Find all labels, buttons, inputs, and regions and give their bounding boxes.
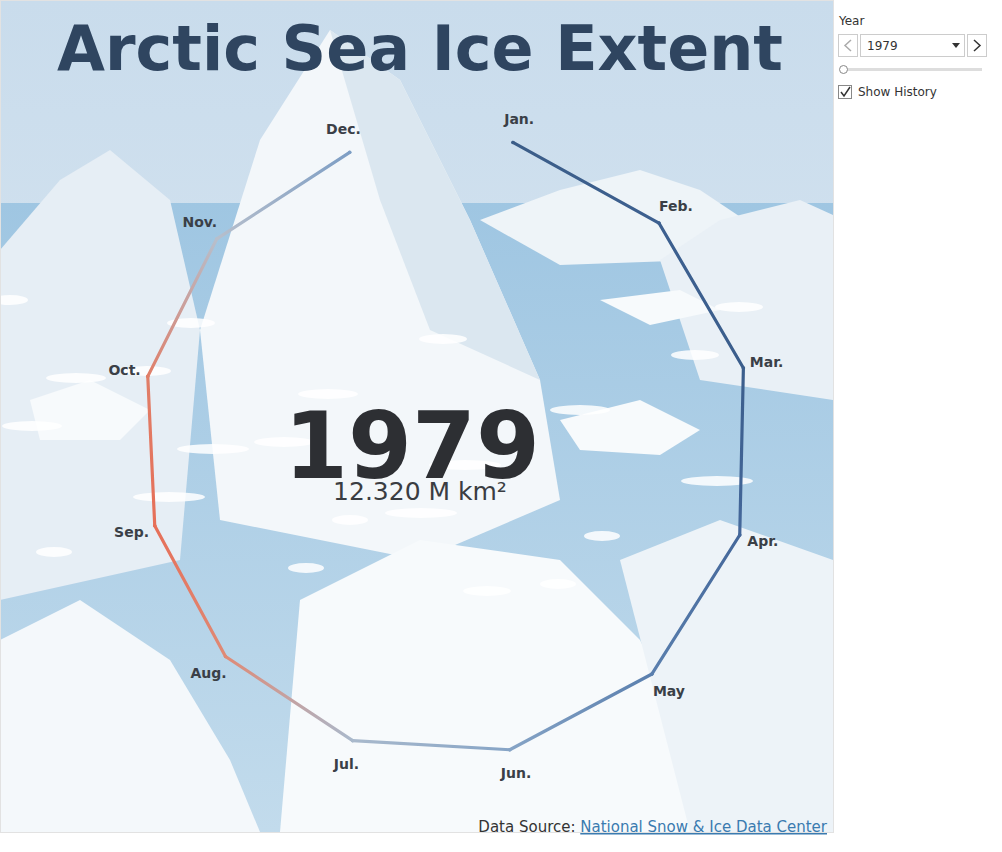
- extent-segment: [510, 674, 652, 750]
- dropdown-arrow: [952, 43, 960, 48]
- month-label: May: [653, 683, 685, 699]
- control-label: Year: [838, 14, 864, 28]
- month-point: [146, 375, 150, 379]
- ice-floe: [36, 547, 72, 557]
- iceberg: [0, 600, 260, 832]
- month-point: [348, 151, 352, 155]
- extent-segment: [226, 656, 353, 740]
- extent-segment: [155, 526, 226, 657]
- iceberg: [30, 380, 150, 440]
- month-label: Apr.: [747, 533, 778, 549]
- month-label: Dec.: [326, 121, 361, 137]
- dropdown-value: 1979: [867, 39, 898, 53]
- ice-floe: [288, 563, 324, 573]
- ice-floe: [2, 421, 62, 431]
- iceberg: [0, 150, 200, 600]
- ice-floe: [419, 334, 467, 344]
- ice-floe: [584, 531, 620, 541]
- month-point: [657, 221, 661, 225]
- month-label: Oct.: [108, 362, 140, 378]
- slider-handle[interactable]: [840, 66, 848, 74]
- year-dropdown[interactable]: [861, 35, 965, 57]
- extent-segment: [513, 142, 659, 223]
- month-point: [511, 141, 515, 145]
- ice-floe: [540, 579, 576, 589]
- extent-segment: [740, 368, 744, 535]
- iceberg: [620, 520, 833, 832]
- ice-floe: [463, 586, 511, 596]
- ice-floe: [332, 515, 368, 525]
- month-point: [153, 524, 157, 528]
- checkbox-label: Show History: [858, 85, 937, 99]
- month-point: [650, 672, 654, 676]
- month-label: Mar.: [750, 354, 784, 370]
- month-point: [215, 237, 219, 241]
- sky: [0, 0, 833, 832]
- page: Arctic Sea Ice Extent Jan. Feb. Mar. Apr. May…: [0, 0, 1002, 852]
- extent-segment: [659, 223, 743, 368]
- history-checkbox[interactable]: [839, 86, 852, 99]
- ice-floe: [385, 508, 457, 518]
- extent-segment: [148, 376, 155, 525]
- month-label: Nov.: [183, 214, 218, 230]
- month-label: Jul.: [333, 756, 359, 772]
- month-label: Feb.: [659, 198, 693, 214]
- source-link[interactable]: National Snow & Ice Data Center: [580, 818, 828, 836]
- checkmark: [841, 87, 850, 96]
- month-label: Jun.: [500, 765, 531, 781]
- iceberg: [200, 30, 560, 560]
- extent-segment: [217, 152, 350, 238]
- month-point: [351, 739, 355, 743]
- ice-floe: [715, 302, 763, 312]
- year-control: Year1979 Show History: [838, 14, 987, 99]
- prev-icon: [845, 40, 851, 51]
- background: [0, 0, 833, 832]
- ice-floe: [133, 492, 205, 502]
- slider-track: [843, 68, 982, 71]
- next-button[interactable]: [968, 35, 987, 57]
- ice-floe: [550, 405, 610, 415]
- month-label: Jan.: [503, 111, 534, 127]
- center-extent: 12.320 M km²: [333, 477, 507, 506]
- extent-segment: [353, 741, 510, 750]
- month-label: Aug.: [190, 665, 226, 681]
- extent-segment: [652, 535, 740, 674]
- source: Data Source: National Snow & Ice Data Ce…: [478, 818, 827, 836]
- ice-floe: [177, 444, 249, 454]
- ice-floe: [46, 373, 106, 383]
- title: Arctic Sea Ice Extent: [57, 12, 783, 85]
- prev-button[interactable]: [839, 35, 858, 57]
- month-point: [738, 533, 742, 537]
- ice-floe: [671, 350, 719, 360]
- chart-frame: [1, 1, 834, 833]
- extent-segment: [148, 239, 217, 377]
- month-point: [224, 655, 228, 659]
- next-icon: [974, 40, 980, 51]
- month-label: Sep.: [114, 524, 149, 540]
- ice-floe: [0, 295, 28, 305]
- month-point: [508, 748, 512, 752]
- month-point: [742, 366, 746, 370]
- plot-area: [146, 141, 745, 752]
